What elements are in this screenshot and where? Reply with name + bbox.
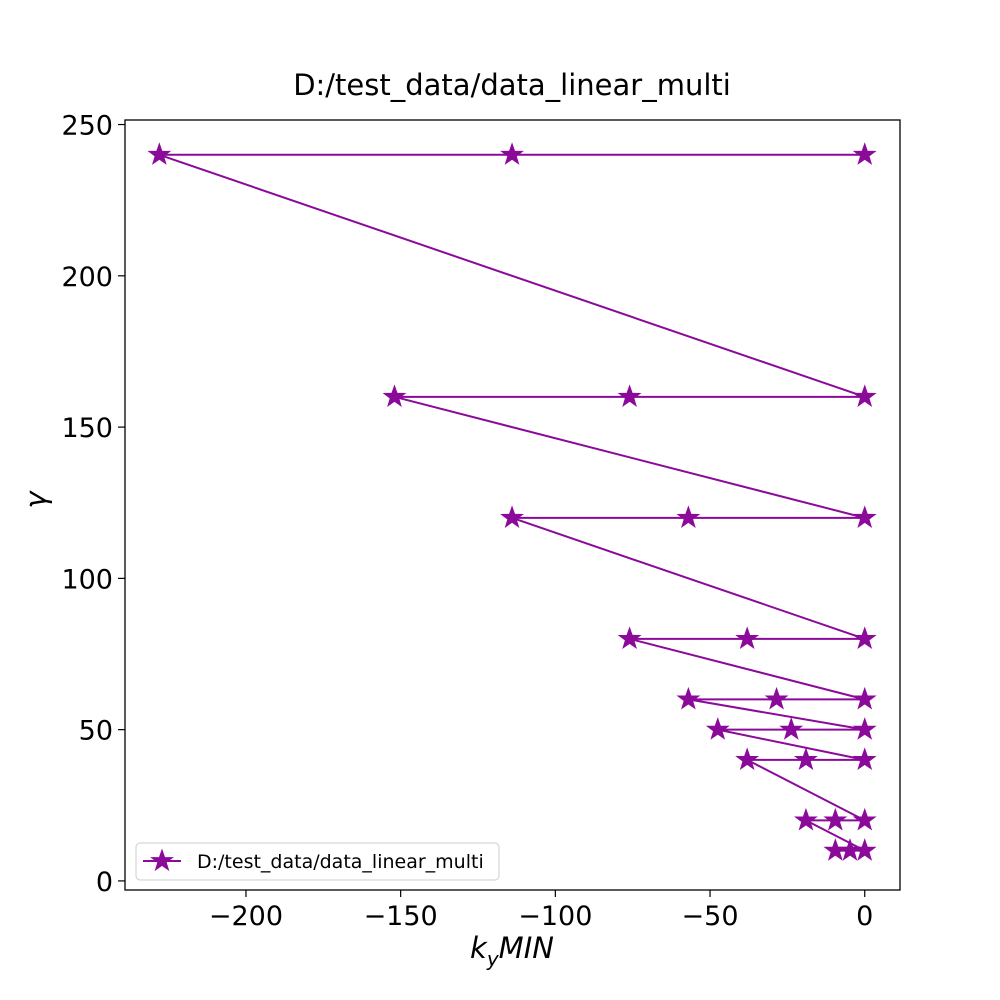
data-point-star xyxy=(852,807,877,831)
data-point-star xyxy=(852,838,877,861)
x-tick-label: −100 xyxy=(518,901,592,932)
data-point-star xyxy=(617,626,642,650)
data-point-star xyxy=(852,384,877,407)
data-point-star xyxy=(617,384,642,407)
x-tick-label: 0 xyxy=(856,901,873,932)
data-point-star xyxy=(500,142,524,165)
series-line xyxy=(158,153,866,852)
chart-title: D:/test_data/data_linear_multi xyxy=(293,68,731,102)
data-point-star xyxy=(794,807,818,831)
legend-box xyxy=(135,842,500,881)
y-tick-label: 100 xyxy=(61,564,113,595)
data-point-star xyxy=(852,142,877,165)
data-point-star xyxy=(705,717,730,740)
data-point-star xyxy=(779,717,804,740)
plot-frame xyxy=(124,119,901,891)
ticks-layer: −200 −150 −100 −50 0 0 50 100 150 200 250 xyxy=(61,111,873,932)
data-point-star xyxy=(147,142,172,165)
data-point-star xyxy=(735,626,760,650)
legend: D:/test_data/data_linear_multi xyxy=(135,842,500,881)
data-point-star xyxy=(852,717,877,740)
data-point-star xyxy=(500,505,524,528)
x-tick-label: −150 xyxy=(364,901,438,932)
x-tick-label: −200 xyxy=(209,901,283,932)
y-tick-label: 150 xyxy=(61,413,113,444)
data-point-star xyxy=(382,384,407,407)
x-axis-label: kyMIN xyxy=(470,931,554,971)
data-point-star xyxy=(794,747,818,771)
data-point-star xyxy=(852,747,877,771)
y-tick-label: 250 xyxy=(61,111,113,142)
y-axis-label: γ xyxy=(19,490,53,509)
x-tick-label: −50 xyxy=(682,901,739,932)
data-point-star xyxy=(852,626,877,650)
data-point-star xyxy=(735,747,760,771)
data-point-star xyxy=(676,686,701,710)
legend-marker-star-icon xyxy=(150,848,174,872)
series-layer xyxy=(147,142,877,861)
legend-label: D:/test_data/data_linear_multi xyxy=(197,851,484,873)
y-tick-label: 200 xyxy=(61,262,113,293)
data-point-star xyxy=(764,686,789,710)
y-tick-label: 50 xyxy=(79,716,113,747)
data-point-star xyxy=(852,686,877,710)
data-point-star xyxy=(823,807,848,831)
y-tick-label: 0 xyxy=(96,867,113,898)
data-point-star xyxy=(676,505,701,528)
data-point-star xyxy=(852,505,877,528)
